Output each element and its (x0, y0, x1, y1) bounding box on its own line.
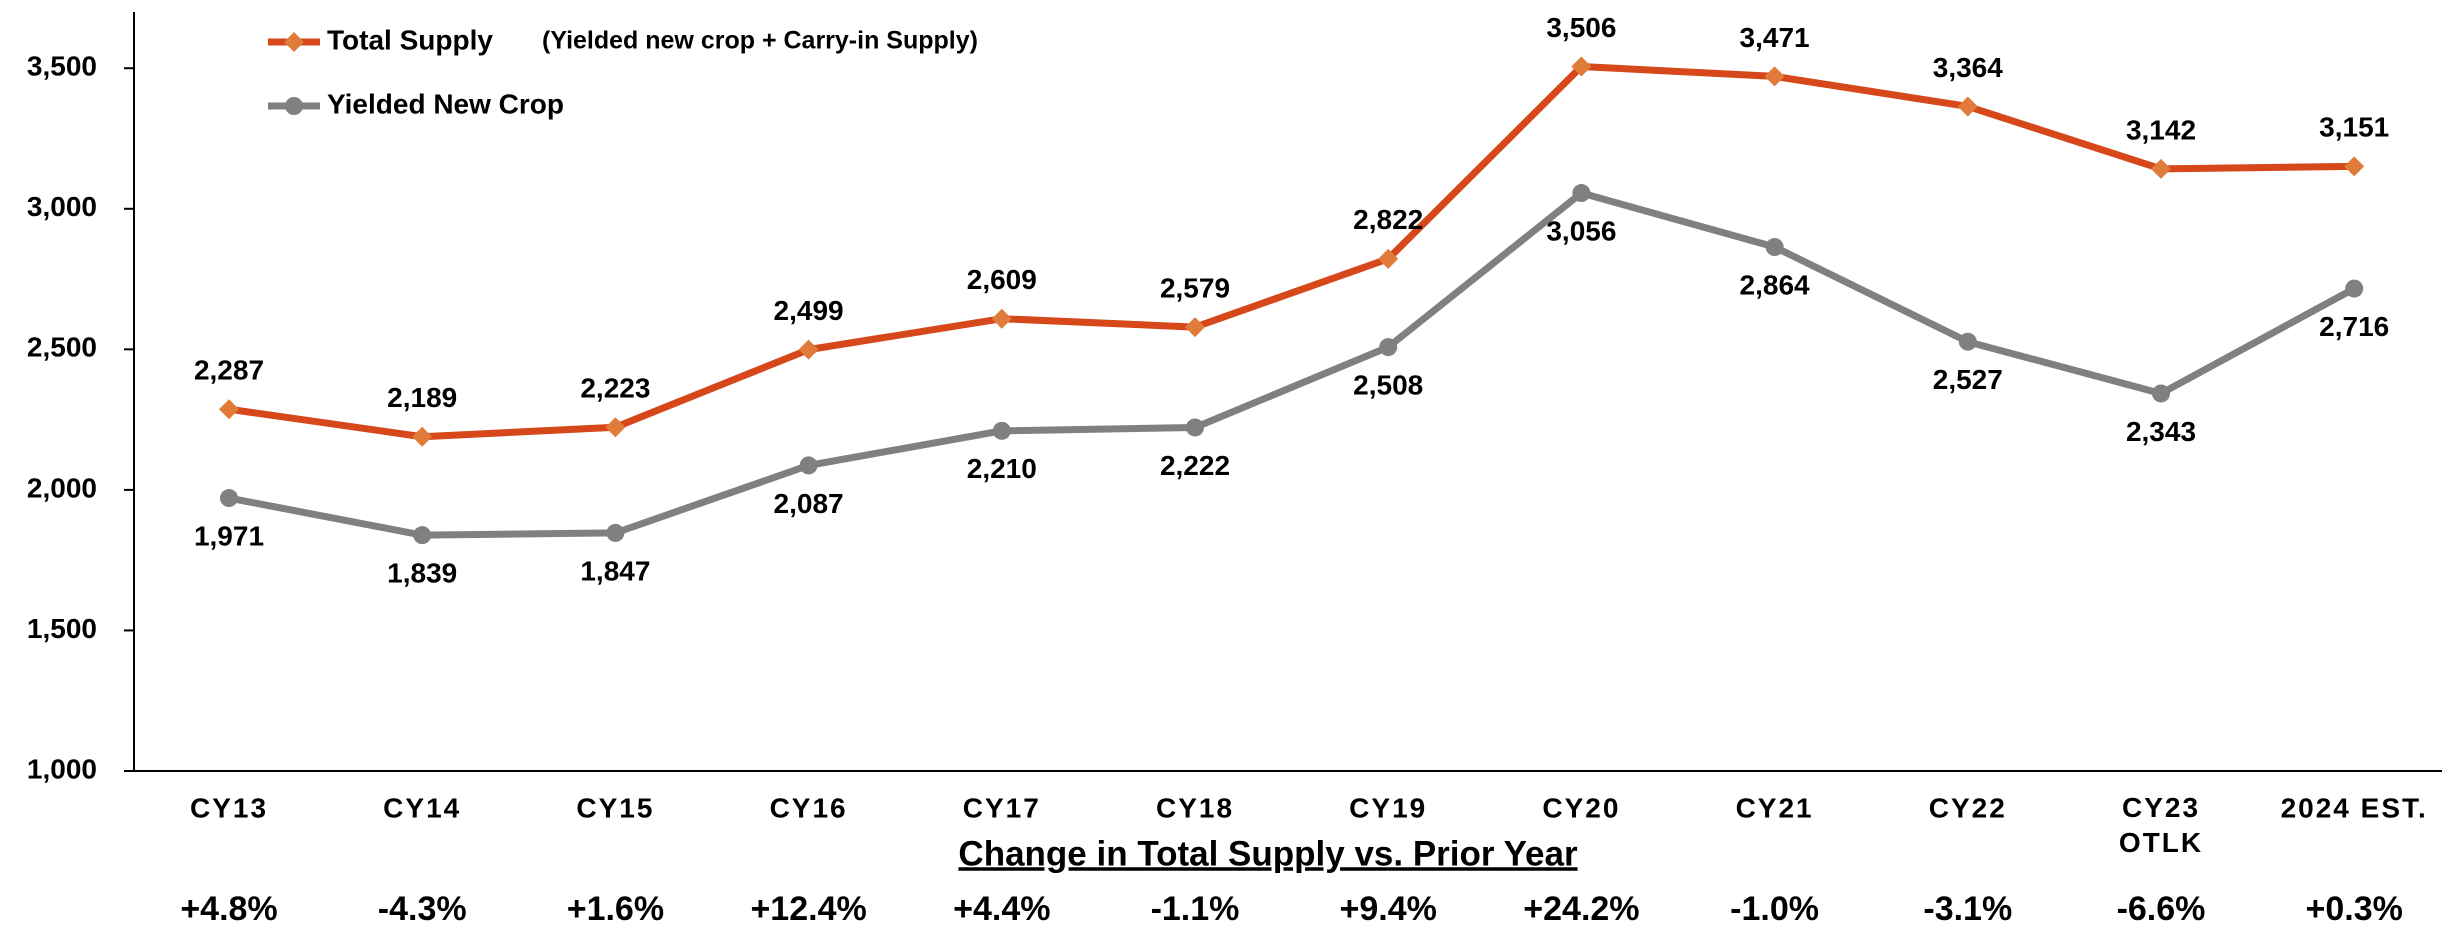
legend-label: Total Supply (327, 24, 493, 55)
data-label: 1,847 (580, 555, 650, 586)
marker (219, 399, 239, 420)
series-line (228, 63, 2355, 441)
x-tick-label: CY21 (1736, 792, 1814, 823)
marker (799, 456, 818, 475)
marker (1186, 418, 1204, 437)
subtitle: Change in Total Supply vs. Prior Year (958, 834, 1578, 873)
change-label: -6.6% (2117, 890, 2206, 928)
data-label: 2,223 (580, 373, 650, 404)
series-line (228, 189, 2356, 539)
legend-label: Yielded New Crop (327, 88, 564, 119)
x-tick-label: CY20 (1542, 792, 1620, 823)
marker (606, 523, 625, 542)
change-label: -3.1% (1923, 890, 2012, 928)
marker (2344, 156, 2365, 177)
data-label: 2,189 (387, 382, 457, 413)
data-label: 2,222 (1160, 450, 1230, 481)
data-label: 2,508 (1353, 369, 1423, 400)
marker (412, 426, 433, 447)
y-tick-label: 2,000 (27, 472, 97, 503)
change-label: -1.0% (1730, 890, 1819, 928)
data-label: 2,579 (1160, 273, 1230, 304)
legend-note: (Yielded new crop + Carry-in Supply) (542, 27, 978, 55)
data-label: 2,210 (967, 453, 1037, 484)
legend-marker (284, 32, 304, 52)
data-label: 2,716 (2319, 311, 2389, 342)
x-tick-label: CY22 (1929, 792, 2007, 823)
marker (1957, 96, 1978, 117)
y-tick-label: 1,500 (27, 613, 97, 644)
data-label: 2,864 (1740, 269, 1810, 300)
data-label: 3,056 (1546, 215, 1616, 246)
data-label: 3,364 (1933, 52, 2003, 83)
marker (991, 308, 1012, 329)
marker (798, 339, 819, 360)
x-tick-label: CY13 (190, 792, 268, 823)
marker (220, 489, 238, 508)
change-label: +24.2% (1523, 890, 1639, 928)
x-tick-label: CY18 (1156, 792, 1234, 823)
marker (1764, 66, 1785, 87)
y-tick-label: 1,000 (27, 753, 97, 784)
data-label: 1,839 (387, 558, 457, 589)
data-label: 3,471 (1740, 22, 1810, 53)
marker (1571, 56, 1592, 77)
change-label: +12.4% (750, 890, 866, 928)
data-label: 1,971 (194, 520, 264, 551)
change-label: +0.3% (2306, 890, 2403, 928)
marker (1378, 248, 1399, 269)
marker (413, 526, 432, 545)
data-label: 3,142 (2126, 114, 2196, 145)
x-tick-label: CY17 (963, 792, 1041, 823)
data-label: 2,287 (194, 355, 264, 386)
legend-marker (285, 97, 303, 115)
x-tick-label: CY23 OTLK (2119, 792, 2203, 858)
marker (605, 417, 626, 438)
change-label: -4.3% (378, 890, 467, 928)
y-tick-label: 3,500 (27, 51, 97, 82)
x-tick-label: CY14 (383, 792, 461, 823)
marker (2152, 384, 2170, 403)
change-label: +9.4% (1340, 890, 1437, 928)
x-tick-label: CY16 (770, 792, 848, 823)
change-label: +4.8% (180, 890, 277, 928)
change-label: -1.1% (1151, 890, 1240, 928)
y-tick-label: 3,000 (27, 191, 97, 222)
marker (1185, 317, 1205, 338)
marker (1572, 184, 1591, 203)
x-tick-label: CY19 (1349, 792, 1427, 823)
data-label: 2,822 (1353, 204, 1423, 235)
data-label: 3,506 (1546, 12, 1616, 43)
change-label: +1.6% (567, 890, 664, 928)
data-label: 2,527 (1933, 364, 2003, 395)
x-tick-label: CY15 (576, 792, 654, 823)
x-tick-label: 2024 EST. (2281, 792, 2428, 823)
data-label: 2,343 (2126, 416, 2196, 447)
marker (2345, 279, 2364, 298)
y-tick-label: 2,500 (27, 332, 97, 363)
marker (992, 421, 1011, 440)
data-label: 2,499 (774, 295, 844, 326)
marker (1958, 332, 1977, 351)
marker (1379, 338, 1398, 357)
marker (1765, 238, 1784, 257)
marker (2151, 158, 2171, 179)
data-label: 2,609 (967, 264, 1037, 295)
data-label: 3,151 (2319, 112, 2389, 143)
data-label: 2,087 (774, 488, 844, 519)
change-label: +4.4% (953, 890, 1050, 928)
